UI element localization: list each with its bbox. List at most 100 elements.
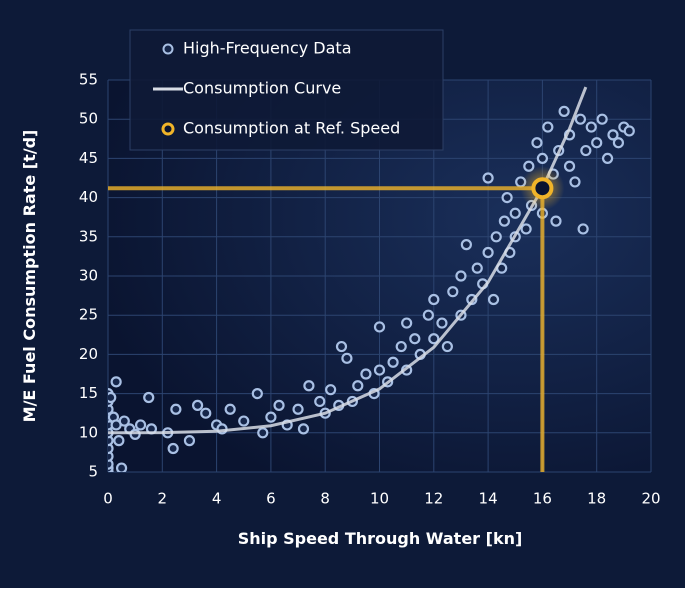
data-point <box>441 340 453 353</box>
legend-marker <box>162 43 174 55</box>
data-point <box>303 380 315 392</box>
data-point <box>471 262 483 274</box>
data-point <box>251 388 263 400</box>
x-tick-label: 14 <box>479 490 498 508</box>
y-tick-label: 15 <box>79 384 98 402</box>
data-point <box>428 333 440 345</box>
data-point <box>108 391 117 404</box>
data-point <box>577 223 589 235</box>
data-point <box>352 380 364 392</box>
data-point <box>601 152 614 164</box>
data-point <box>170 403 182 415</box>
data-point <box>143 391 155 404</box>
data-point <box>360 368 372 380</box>
x-tick-label: 8 <box>320 490 330 508</box>
x-tick-label: 16 <box>533 490 552 508</box>
data-point <box>550 215 562 227</box>
data-point <box>574 113 587 125</box>
y-tick-label: 25 <box>79 306 98 324</box>
data-point <box>113 435 125 447</box>
x-tick-label: 2 <box>158 490 168 508</box>
data-point <box>325 384 337 396</box>
data-point <box>585 121 597 133</box>
legend: High-Frequency Data Consumption Curve Cons… <box>129 29 444 151</box>
data-point <box>292 403 304 415</box>
legend-label: Consumption Curve <box>183 79 341 98</box>
y-tick-label: 10 <box>79 423 98 441</box>
data-point <box>428 293 440 306</box>
data-point <box>297 423 310 435</box>
y-tick-label: 50 <box>79 110 98 128</box>
y-axis-title: M/E Fuel Consumption Rate [t/d] <box>20 130 39 423</box>
data-point <box>167 442 179 455</box>
y-tick-label: 40 <box>79 188 98 206</box>
data-point <box>498 215 510 227</box>
data-point <box>569 176 581 188</box>
x-tick-label: 4 <box>212 490 222 508</box>
data-point <box>110 376 122 388</box>
data-point <box>509 207 521 219</box>
ref-point <box>531 177 554 200</box>
data-point <box>108 442 114 455</box>
x-tick-label: 18 <box>587 490 606 508</box>
data-point <box>623 125 635 137</box>
data-point <box>563 160 576 172</box>
data-point <box>490 231 502 243</box>
data-point <box>612 137 625 149</box>
data-point <box>257 427 269 439</box>
y-tick-label: 5 <box>88 463 98 481</box>
y-tick-label: 20 <box>79 345 98 363</box>
data-point <box>536 152 549 164</box>
data-point <box>523 160 535 172</box>
legend-label: Consumption at Ref. Speed <box>183 119 400 138</box>
x-tick-label: 10 <box>370 490 389 508</box>
data-point <box>314 395 326 408</box>
data-point <box>482 246 494 259</box>
data-point <box>460 239 472 251</box>
data-point <box>607 129 619 141</box>
data-point <box>108 403 114 415</box>
data-point <box>422 309 434 321</box>
data-point <box>273 399 285 411</box>
data-point <box>238 415 250 427</box>
x-tick-label: 12 <box>424 490 443 508</box>
data-point <box>487 293 500 306</box>
y-tick-label: 35 <box>79 227 98 245</box>
data-point <box>108 458 114 470</box>
data-point <box>501 192 513 204</box>
data-point <box>115 462 128 472</box>
y-tick-label: 45 <box>79 149 98 167</box>
y-tick-label: 55 <box>79 71 98 89</box>
x-tick-label: 20 <box>641 490 660 508</box>
data-point <box>447 286 459 298</box>
data-point <box>409 333 421 345</box>
data-point <box>373 364 386 376</box>
data-point <box>542 121 554 133</box>
data-point <box>341 352 353 364</box>
data-point <box>134 419 147 431</box>
x-axis-title: Ship Speed Through Water [kn] <box>238 529 523 548</box>
data-point <box>591 137 603 149</box>
data-point <box>580 144 592 157</box>
data-point <box>482 172 494 184</box>
data-point <box>520 223 532 235</box>
data-point <box>200 407 212 419</box>
data-point <box>401 317 413 329</box>
data-point <box>118 415 130 427</box>
legend-marker <box>161 122 175 136</box>
legend-label: High-Frequency Data <box>183 39 352 58</box>
data-point <box>265 411 277 423</box>
data-point <box>373 321 386 333</box>
data-point <box>108 435 114 447</box>
data-point <box>596 113 608 125</box>
data-point <box>183 435 196 447</box>
x-tick-label: 0 <box>103 490 113 508</box>
data-point <box>224 403 236 415</box>
data-point <box>335 340 348 353</box>
data-point <box>531 137 543 149</box>
data-point <box>455 270 467 282</box>
data-point <box>436 317 448 329</box>
data-point <box>191 399 204 411</box>
x-tick-label: 6 <box>266 490 276 508</box>
